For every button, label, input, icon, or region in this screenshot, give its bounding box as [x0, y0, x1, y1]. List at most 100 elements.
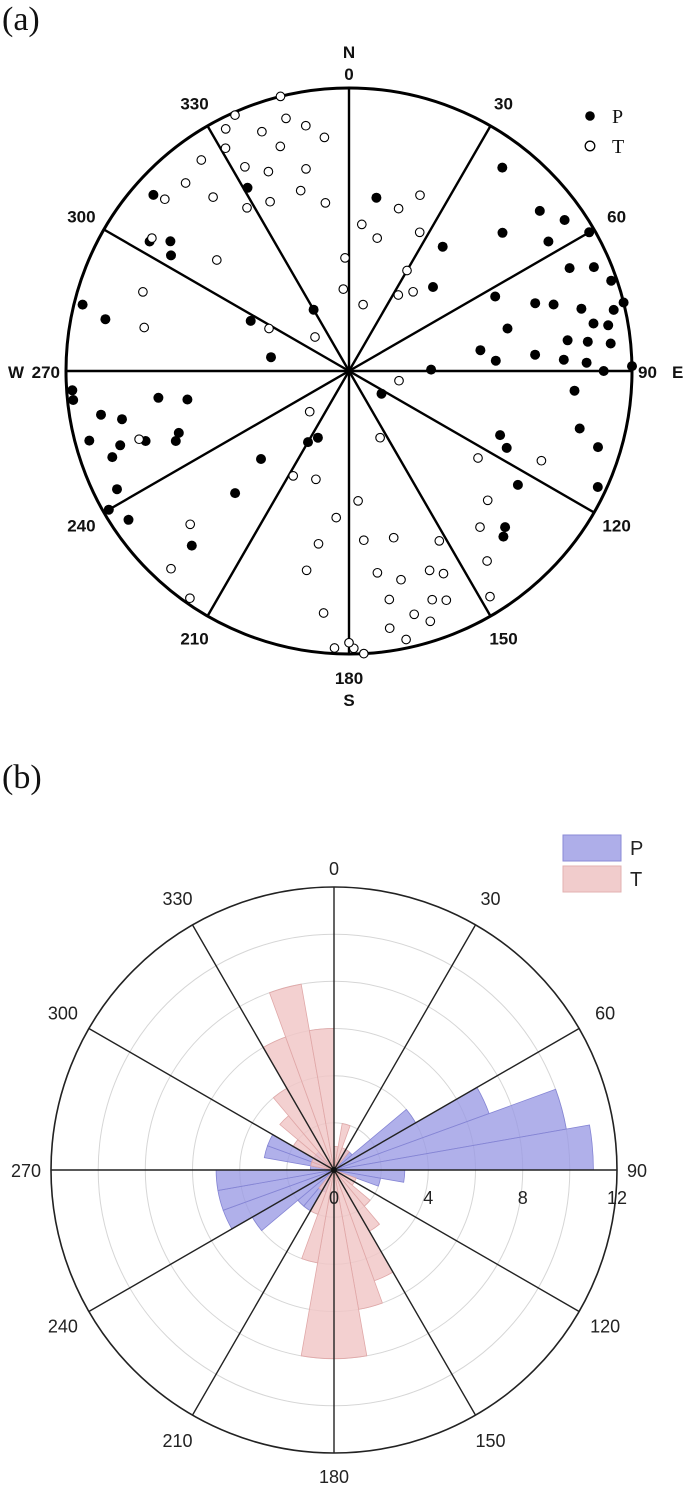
point-t-66 [301, 164, 311, 174]
point-t-22 [409, 609, 420, 620]
point-t-39 [311, 474, 321, 485]
point-p-44 [230, 488, 241, 499]
point-p-60 [67, 385, 78, 396]
point-t-74 [375, 432, 385, 443]
point-t-67 [300, 120, 311, 131]
angle-tick-330: 330 [180, 94, 208, 113]
angle-tick-b-30: 30 [480, 889, 500, 909]
point-t-7 [372, 233, 383, 243]
point-t-32 [329, 643, 340, 653]
angle-tick-labels: 0 N 30 60 90 E 120 150 180 S 210 240 270 W 300 330 [8, 43, 683, 710]
angle-tick-180: 180 [335, 669, 363, 688]
point-p-43 [186, 540, 197, 551]
point-t-25 [384, 594, 395, 605]
point-t-42 [166, 563, 176, 574]
point-p-17 [618, 297, 629, 308]
angle-tick-210: 210 [180, 630, 208, 649]
point-t-48 [264, 323, 274, 334]
panel-label-b: (b) [2, 759, 42, 796]
point-t-0 [356, 219, 367, 230]
direction-label-n: N [343, 43, 355, 62]
point-t-10 [536, 455, 547, 466]
point-t-53 [208, 192, 218, 202]
legend-swatch-t [562, 865, 622, 893]
point-p-3 [428, 282, 438, 292]
point-t-23 [396, 574, 406, 585]
point-p-29 [627, 361, 637, 372]
point-t-51 [159, 194, 170, 205]
point-t-29 [358, 648, 369, 659]
point-p-25 [530, 349, 541, 360]
point-t-12 [482, 495, 493, 506]
point-p-38 [512, 479, 523, 490]
panel-label-a: (a) [2, 1, 40, 38]
point-t-46 [139, 322, 150, 333]
point-p-69 [242, 182, 253, 193]
sector-line-120 [348, 369, 595, 514]
point-t-40 [288, 471, 299, 481]
point-t-1 [358, 299, 368, 310]
point-p-35 [592, 482, 603, 492]
point-t-38 [301, 565, 312, 576]
point-t-62 [257, 126, 267, 137]
sector-line-150 [347, 370, 492, 617]
point-t-11 [473, 453, 483, 463]
angle-tick-b-150: 150 [475, 1431, 505, 1451]
angle-tick-0: 0 [344, 65, 353, 84]
point-t-44 [304, 406, 315, 417]
spoke-30 [333, 924, 477, 1171]
point-p-32 [569, 385, 580, 396]
point-t-20 [427, 594, 438, 605]
point-t-49 [147, 233, 157, 243]
spoke-60 [333, 1027, 580, 1171]
sector-line-60 [348, 228, 595, 373]
point-p-27 [558, 354, 569, 365]
point-p-67 [165, 236, 176, 247]
point-t-18 [441, 595, 452, 606]
point-p-50 [107, 452, 118, 463]
point-t-5 [402, 265, 412, 276]
point-t-6 [408, 286, 418, 297]
direction-label-w: W [8, 363, 25, 382]
point-t-55 [242, 202, 252, 213]
point-t-60 [230, 110, 240, 120]
angle-tick-60: 60 [607, 208, 626, 227]
point-p-37 [501, 442, 512, 453]
point-p-46 [123, 514, 134, 525]
angle-tick-b-270: 270 [11, 1161, 41, 1181]
point-p-63 [77, 299, 88, 310]
point-p-68 [148, 189, 159, 200]
point-p-11 [588, 262, 599, 273]
legend-label-p-b: P [630, 838, 643, 860]
point-t-14 [475, 522, 485, 532]
data-points [67, 91, 637, 659]
point-t-2 [393, 203, 404, 214]
radial-tick-0: 0 [329, 1188, 339, 1208]
direction-label-s: S [343, 691, 354, 710]
angle-tick-b-0: 0 [329, 859, 339, 879]
point-t-50 [211, 255, 222, 265]
point-p-47 [103, 504, 114, 515]
point-p-10 [564, 263, 575, 274]
point-p-45 [256, 454, 266, 464]
legend-swatch-p [562, 834, 622, 862]
point-t-70 [338, 284, 349, 294]
point-t-3 [415, 190, 425, 201]
point-t-27 [353, 496, 363, 506]
legend-label-p: P [612, 106, 623, 128]
angle-tick-b-330: 330 [162, 889, 192, 909]
rose-rim [50, 886, 618, 1454]
spoke-150 [333, 1169, 477, 1416]
spoke-330 [191, 924, 335, 1171]
point-p-51 [173, 427, 184, 438]
point-t-73 [310, 332, 320, 342]
sector-lines [66, 88, 632, 654]
point-p-30 [426, 364, 437, 375]
angle-tick-b-210: 210 [162, 1431, 192, 1451]
point-p-0 [371, 192, 382, 203]
point-t-15 [485, 591, 495, 602]
sector-spokes [51, 887, 617, 1453]
point-p-28 [581, 357, 592, 368]
point-p-62 [100, 314, 111, 325]
